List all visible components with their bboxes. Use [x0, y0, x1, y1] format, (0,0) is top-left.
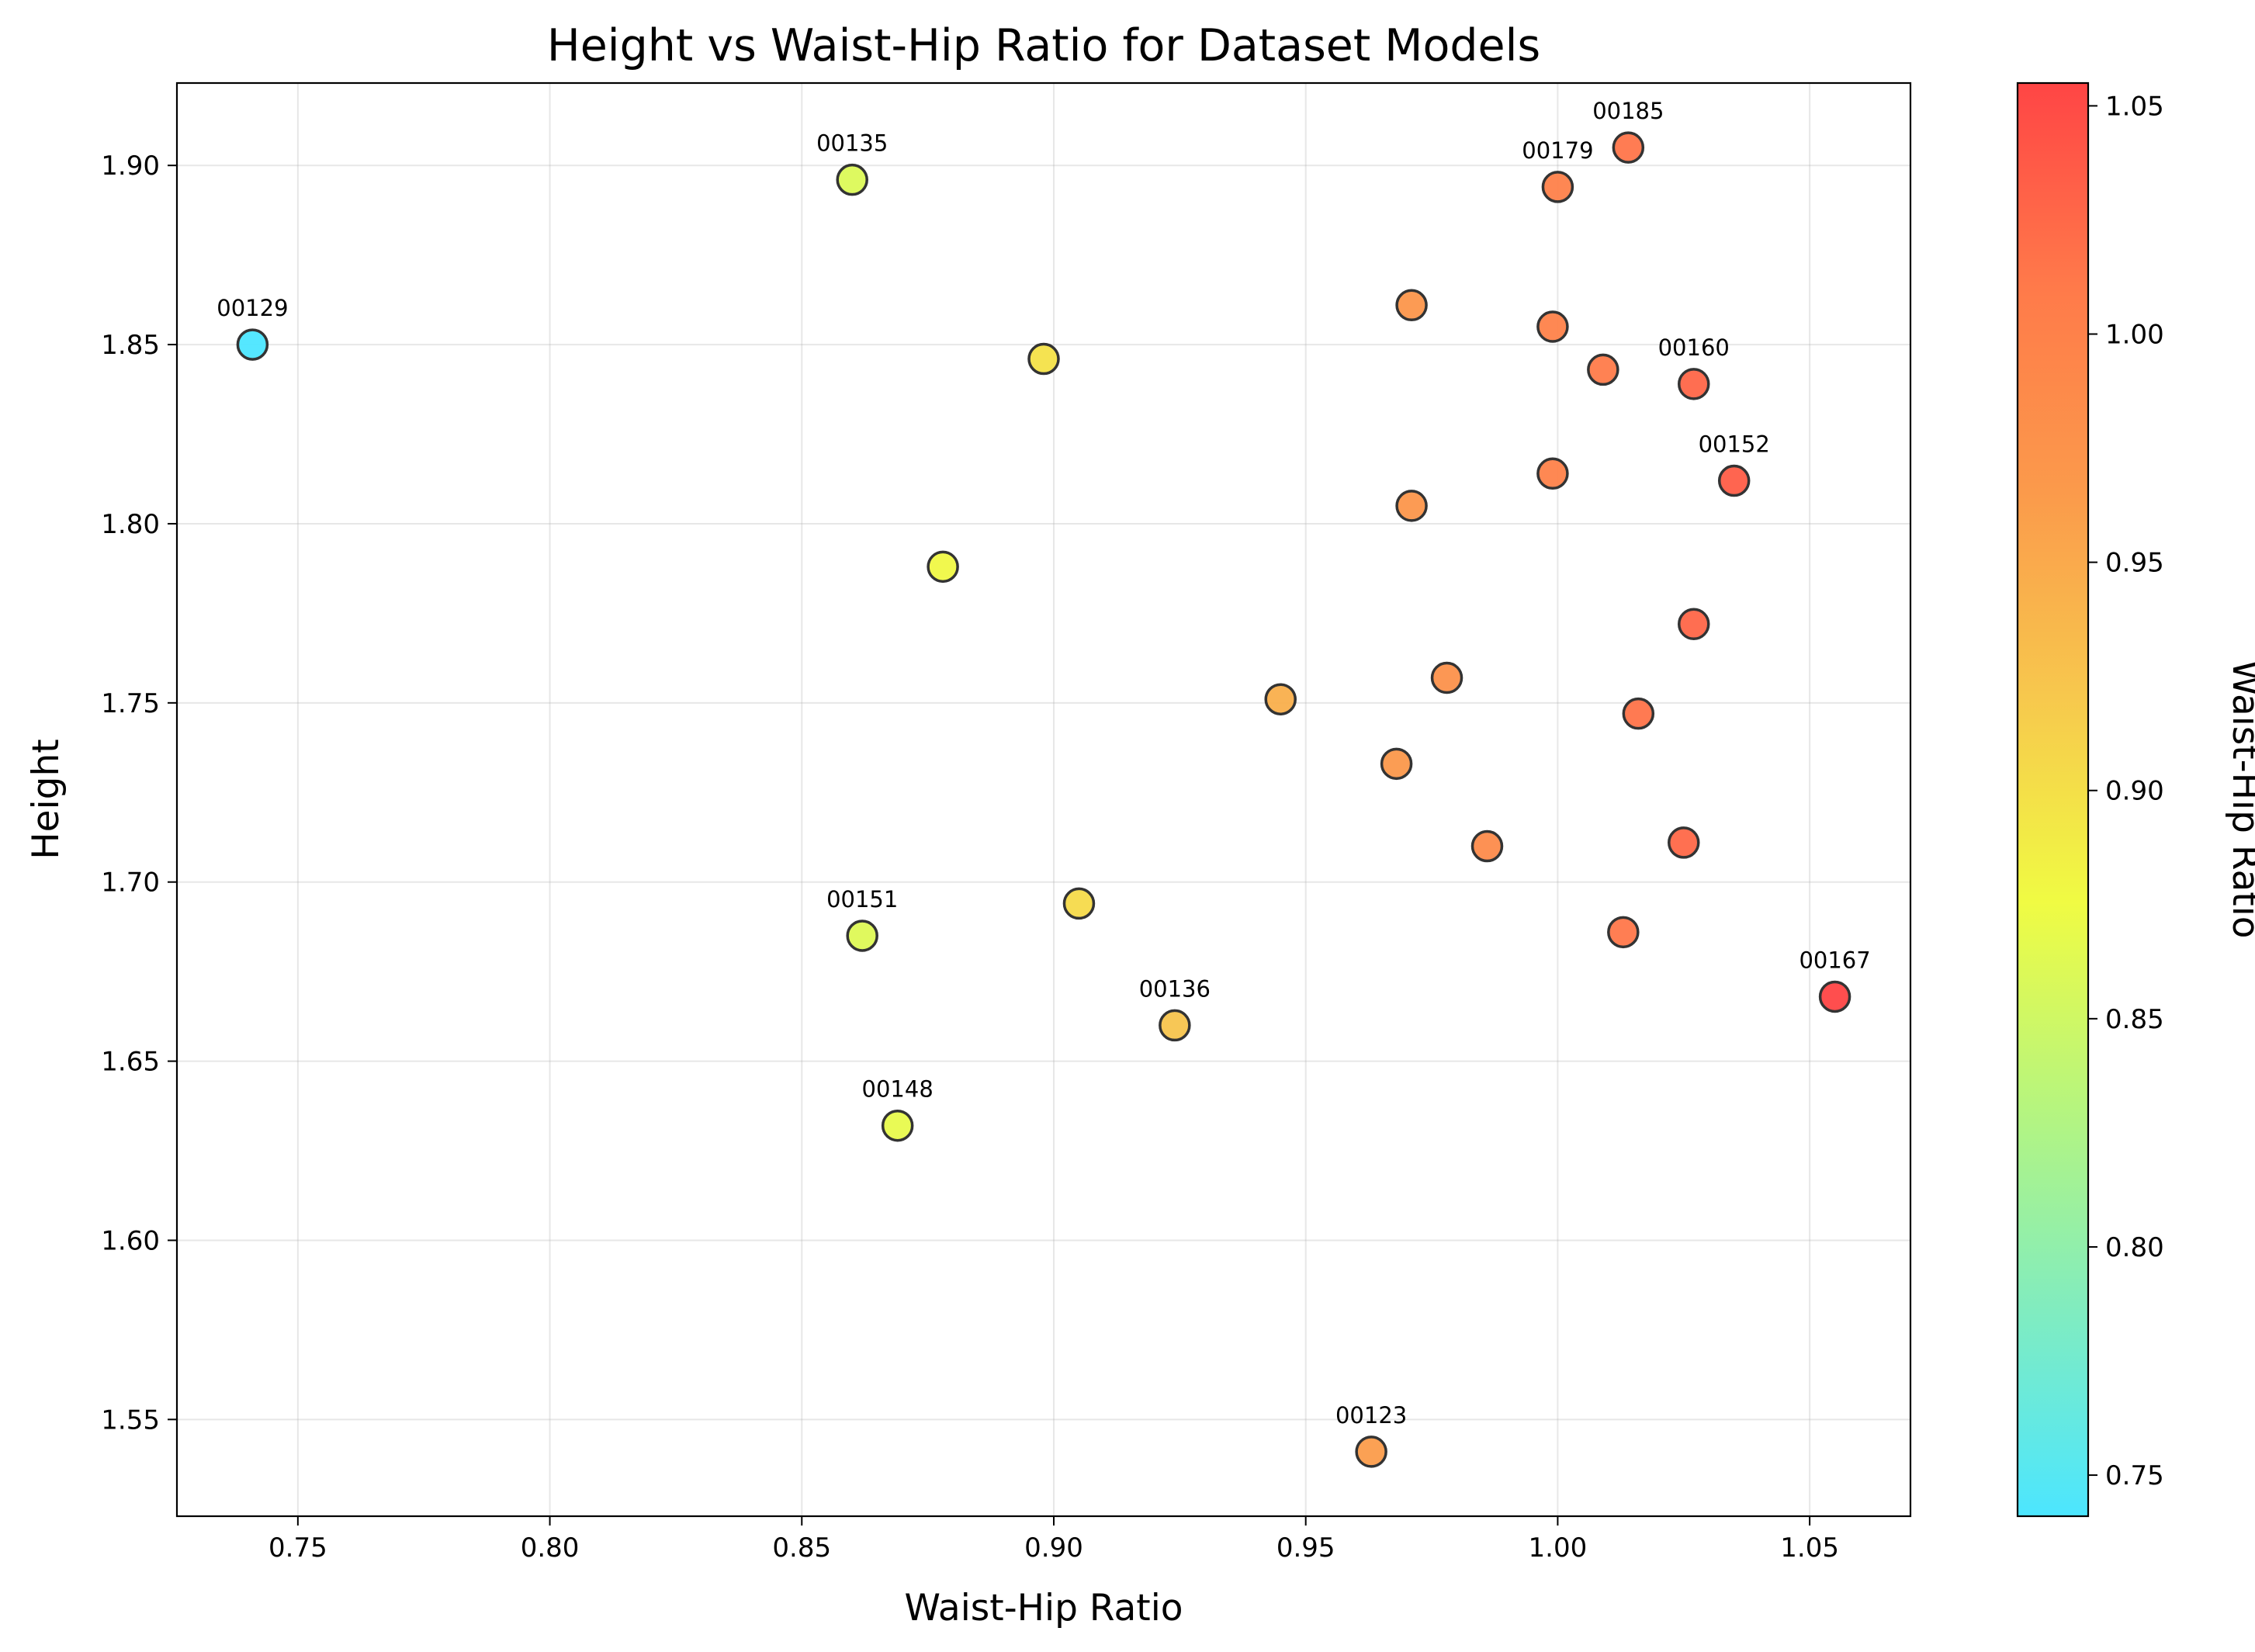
point-label: 00179	[1522, 137, 1593, 164]
data-point	[1541, 171, 1574, 203]
y-tick-label: 1.75	[101, 688, 160, 719]
colorbar-tick-label: 0.75	[2105, 1460, 2164, 1491]
colorbar-tick-label: 0.95	[2105, 548, 2164, 579]
y-tick-label: 1.65	[101, 1047, 160, 1078]
colorbar-label: Waist-Hip Ratio	[2224, 660, 2255, 938]
data-point	[846, 920, 878, 952]
y-tick-label: 1.80	[101, 509, 160, 540]
data-point	[1380, 747, 1413, 781]
colorbar: 0.75 0.80 0.85 0.90 0.95 1.00 1.05 Waist-Hip R…	[2016, 81, 2255, 1518]
chart-title: Height vs Waist-Hip Ratio for Dataset Mo…	[547, 20, 1540, 71]
data-point	[881, 1109, 914, 1142]
point-labels: 00129 00135 00185 00179 00160 00152 00151 00167…	[216, 98, 1870, 1429]
data-point	[1470, 829, 1504, 863]
colorbar-tick-label: 0.80	[2105, 1232, 2164, 1263]
x-tick-label: 0.85	[772, 1533, 831, 1564]
data-point	[1159, 1009, 1191, 1042]
point-label: 00151	[826, 886, 898, 913]
x-tick-label: 0.95	[1276, 1533, 1335, 1564]
point-label: 00135	[816, 130, 888, 157]
data-point	[1027, 342, 1060, 376]
point-label: 00185	[1592, 98, 1664, 124]
data-point	[927, 550, 959, 584]
data-point	[1678, 368, 1710, 400]
x-tick-label: 1.05	[1780, 1533, 1839, 1564]
data-point	[1536, 457, 1569, 490]
colorbar-tick-label: 0.90	[2105, 776, 2164, 807]
data-point	[1264, 683, 1297, 715]
x-tick-label: 0.75	[268, 1533, 327, 1564]
x-tick-label: 0.80	[521, 1533, 580, 1564]
point-label: 00160	[1658, 334, 1730, 361]
data-point	[1717, 464, 1751, 497]
point-label: 00136	[1139, 975, 1211, 1002]
data-points	[236, 131, 1851, 1468]
colorbar-ticks: 0.75 0.80 0.85 0.90 0.95 1.00 1.05	[2088, 91, 2164, 1491]
data-point	[1607, 916, 1640, 949]
data-point	[1612, 131, 1645, 164]
colorbar-tick-label: 1.00	[2105, 320, 2164, 351]
data-point	[1622, 697, 1655, 730]
data-point	[236, 328, 269, 361]
colorbar-gradient	[2016, 81, 2090, 1518]
data-point	[1430, 661, 1463, 694]
x-axis-ticks: 0.75 0.80 0.85 0.90 0.95 1.00 1.05	[268, 1516, 1839, 1564]
x-axis-label: Waist-Hip Ratio	[904, 1587, 1183, 1629]
y-tick-label: 1.60	[101, 1225, 160, 1256]
point-label: 00129	[216, 295, 288, 321]
y-tick-label: 1.70	[101, 868, 160, 899]
y-tick-label: 1.55	[101, 1404, 160, 1436]
plot-frame	[175, 81, 1912, 1518]
colorbar-tick-label: 1.05	[2105, 91, 2164, 122]
data-point	[1536, 310, 1569, 343]
y-tick-label: 1.90	[101, 151, 160, 182]
point-label: 00152	[1699, 431, 1770, 458]
data-point	[1062, 887, 1096, 920]
x-tick-label: 0.90	[1024, 1533, 1083, 1564]
point-label: 00148	[862, 1076, 934, 1103]
y-axis-ticks: 1.55 1.60 1.65 1.70 1.75 1.80 1.85 1.90	[101, 151, 177, 1436]
data-point	[1818, 980, 1851, 1013]
data-point	[1668, 826, 1700, 859]
x-tick-label: 1.00	[1529, 1533, 1588, 1564]
data-point	[836, 163, 868, 196]
data-point	[1395, 289, 1428, 322]
y-axis-label: Height	[25, 739, 68, 859]
data-point	[1678, 608, 1710, 640]
data-point	[1587, 353, 1619, 386]
colorbar-tick-label: 0.85	[2105, 1004, 2164, 1035]
data-point	[1395, 490, 1428, 522]
y-tick-label: 1.85	[101, 330, 160, 361]
point-label: 00123	[1335, 1402, 1407, 1429]
point-label: 00167	[1799, 947, 1870, 973]
data-point	[1355, 1436, 1387, 1468]
